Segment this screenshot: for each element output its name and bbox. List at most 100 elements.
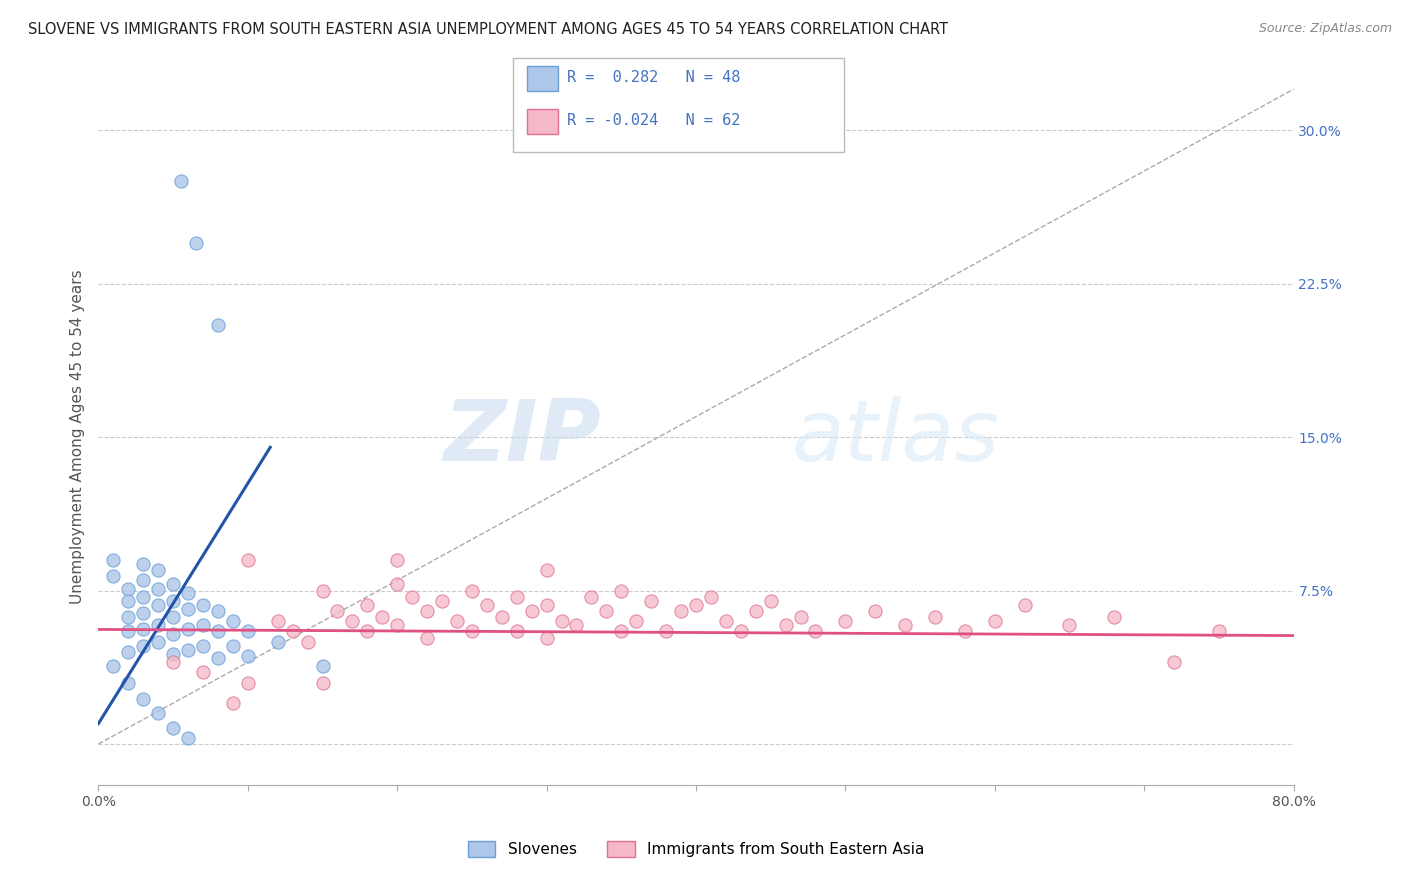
Point (759, 594, 782, 608)
Point (461, 624, 484, 639)
Point (550, 614, 572, 628)
Point (311, 659, 333, 673)
Point (730, 624, 752, 639)
Point (162, 626, 184, 640)
Point (177, 585, 200, 599)
Point (117, 594, 139, 608)
Point (700, 590, 723, 604)
Point (1104, 610, 1126, 624)
Point (342, 614, 364, 628)
Point (148, 563, 170, 577)
Point (207, 318, 229, 332)
Point (132, 692, 155, 706)
Point (236, 648, 259, 663)
Point (685, 598, 707, 612)
Point (536, 598, 558, 612)
Point (117, 645, 139, 659)
Point (356, 624, 378, 639)
Point (132, 623, 155, 637)
Point (581, 590, 603, 604)
Point (148, 582, 170, 596)
Point (789, 610, 811, 624)
Point (207, 624, 229, 639)
Point (191, 598, 214, 612)
Point (162, 655, 184, 669)
Point (162, 721, 184, 735)
Point (714, 614, 737, 628)
Point (222, 639, 245, 653)
Point (610, 583, 633, 598)
Point (117, 675, 139, 690)
Point (1014, 598, 1036, 612)
Point (191, 665, 214, 680)
Point (565, 618, 588, 632)
Point (775, 618, 797, 632)
Point (385, 618, 409, 632)
Point (236, 675, 259, 690)
Text: R = -0.024   N = 62: R = -0.024 N = 62 (567, 113, 740, 128)
Point (191, 618, 214, 632)
Point (865, 604, 887, 618)
Point (177, 643, 200, 657)
Point (162, 577, 184, 591)
Point (236, 553, 259, 567)
Point (506, 624, 529, 639)
Point (626, 614, 648, 628)
Point (162, 594, 184, 608)
Point (984, 614, 1007, 628)
Point (207, 604, 229, 618)
Point (536, 631, 558, 645)
Point (311, 675, 333, 690)
Point (267, 614, 290, 628)
Point (162, 610, 184, 624)
Point (117, 582, 139, 596)
Point (745, 604, 768, 618)
Point (430, 594, 453, 608)
Point (103, 569, 125, 583)
Point (236, 624, 259, 639)
Y-axis label: Unemployment Among Ages 45 to 54 years: Unemployment Among Ages 45 to 54 years (69, 269, 84, 605)
Point (169, 174, 191, 188)
Point (267, 634, 290, 648)
Point (834, 614, 856, 628)
Point (326, 604, 349, 618)
Text: ZIP: ZIP (443, 395, 600, 479)
Point (132, 574, 155, 588)
Point (103, 659, 125, 673)
Point (461, 583, 484, 598)
Point (655, 624, 678, 639)
Point (148, 706, 170, 721)
Point (953, 624, 976, 639)
Point (924, 610, 946, 624)
Legend: Slovenes, Immigrants from South Eastern Asia: Slovenes, Immigrants from South Eastern … (468, 841, 924, 857)
Point (132, 639, 155, 653)
Point (356, 598, 378, 612)
Point (804, 624, 827, 639)
Point (177, 623, 200, 637)
Point (132, 606, 155, 620)
Point (416, 631, 439, 645)
Point (148, 618, 170, 632)
Point (640, 594, 662, 608)
Point (132, 557, 155, 571)
Point (148, 634, 170, 648)
Point (191, 639, 214, 653)
Point (103, 553, 125, 567)
Point (385, 577, 409, 591)
Text: R =  0.282   N = 48: R = 0.282 N = 48 (567, 70, 740, 85)
Point (148, 598, 170, 612)
Point (371, 610, 394, 624)
Point (281, 624, 304, 639)
Point (610, 624, 633, 639)
Text: atlas: atlas (792, 395, 1000, 479)
Text: Source: ZipAtlas.com: Source: ZipAtlas.com (1258, 22, 1392, 36)
Point (162, 647, 184, 661)
Point (177, 731, 200, 745)
Point (132, 590, 155, 604)
Point (207, 651, 229, 665)
Point (595, 604, 617, 618)
Point (117, 610, 139, 624)
Point (311, 583, 333, 598)
Point (385, 553, 409, 567)
Point (506, 590, 529, 604)
